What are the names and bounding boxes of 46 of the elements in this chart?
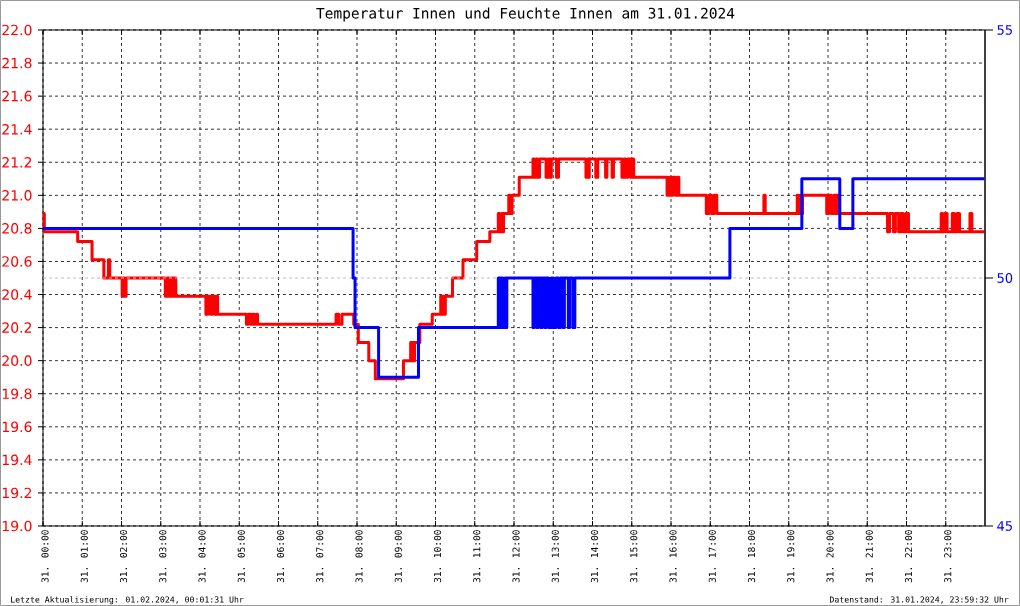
y-tick-label: 20.2 [2,322,32,333]
x-tick-label: 31. 03:00 [159,530,167,583]
x-tick-label: 31. 06:00 [276,530,285,583]
y-tick-label: 20.4 [2,289,32,300]
y-tick-label: 19.2 [2,487,32,499]
chart-title: Temperatur Innen und Feuchte Innen am 31.01.2024 [316,7,735,22]
text: Datenstand: 31.01.2024, 23:59:32 Uhr [829,596,1009,604]
y-tick-label: 21.6 [2,90,32,102]
x-tick-label: 31. 18:00 [747,530,756,583]
y-tick-label: 21.0 [2,190,32,201]
x-tick-label: 31. 02:00 [119,530,128,583]
y-tick-label: 20.0 [2,355,32,366]
y-tick-label: 21.8 [2,57,32,69]
x-tick-label: 31. 00:00 [41,530,49,583]
y-tick-label: 19.0 [2,520,32,532]
x-tick-label: 31. 04:00 [198,530,206,583]
x-tick-label: 31. 17:00 [708,530,716,583]
x-tick-label: 31. 19:00 [787,530,795,583]
x-tick-label: 31. 16:00 [669,530,677,583]
x-tick-label: 31. 09:00 [394,530,402,583]
text: Letzte Aktualisierung: 01.02.2024, 00:01:31 Uhr [11,596,244,605]
y-tick-label: 19.4 [2,454,32,466]
y-tick-label: 20.8 [2,223,32,234]
x-tick-label: 31. 23:00 [944,530,952,583]
y-tick-label: 22.0 [2,24,32,36]
y-tick-label: 21.4 [2,124,32,135]
x-tick-label: 31. 05:00 [237,530,245,583]
y2-tick-label: 50 [997,273,1013,283]
x-tick-label: 31. 22:00 [904,530,913,583]
y-tick-label: 20.6 [2,256,32,267]
y2-tick-label: 45 [997,521,1012,531]
x-tick-label: 31. 13:00 [551,530,559,583]
y-tick-label: 19.6 [2,421,32,433]
x-tick-label: 31. 14:00 [590,530,599,583]
x-tick-label: 31. 20:00 [826,530,834,583]
x-tick-label: 31. 12:00 [512,530,520,583]
x-tick-label: 31. 15:00 [630,530,638,583]
x-tick-label: 31. 11:00 [473,530,481,583]
x-tick-label: 31. 21:00 [865,530,873,583]
x-tick-label: 31. 07:00 [316,530,324,583]
y2-tick-label: 55 [997,25,1012,35]
x-tick-label: 31. 01:00 [80,530,88,583]
x-tick-label: 31. 08:00 [355,530,363,583]
y-tick-label: 19.8 [2,388,32,400]
x-tick-label: 31. 10:00 [433,530,442,583]
y-tick-label: 21.2 [2,157,32,168]
